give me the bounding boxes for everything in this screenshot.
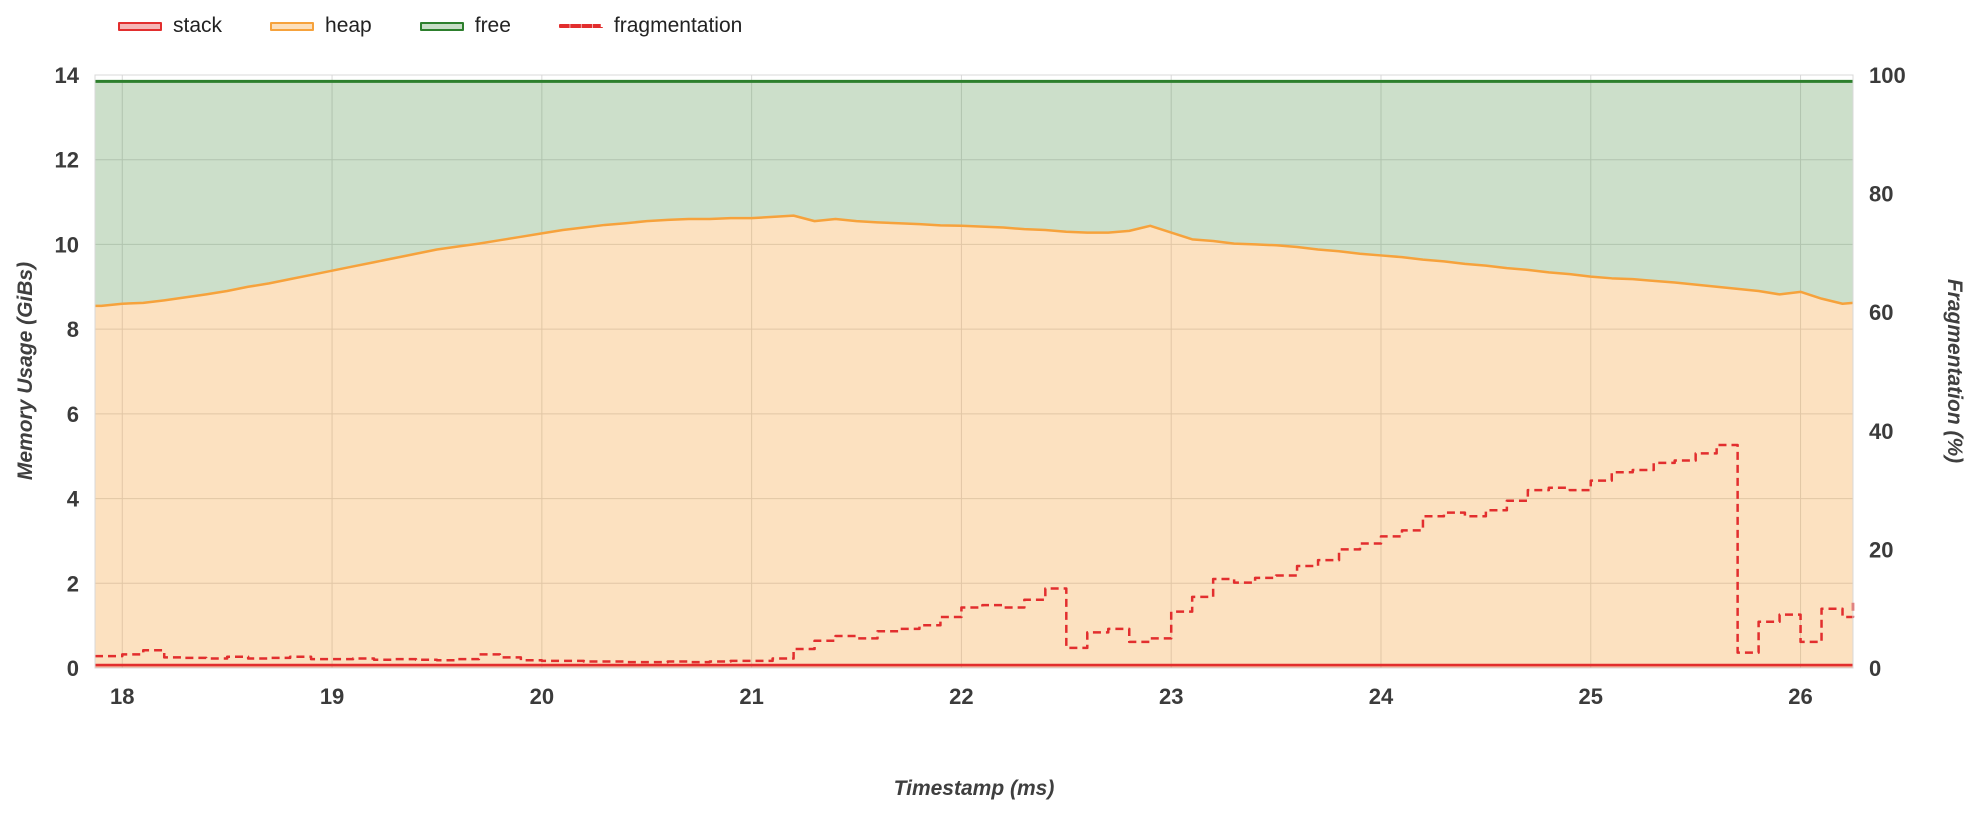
x-tick-label: 22: [949, 684, 973, 709]
heap-swatch: [270, 21, 315, 31]
x-tick-label: 19: [320, 684, 344, 709]
y-left-tick-label: 10: [55, 232, 79, 257]
x-tick-label: 23: [1159, 684, 1183, 709]
legend-item-fragmentation[interactable]: fragmentation: [558, 14, 743, 38]
y-left-tick-label: 12: [55, 148, 79, 173]
x-tick-label: 26: [1788, 684, 1812, 709]
y-right-tick-label: 20: [1869, 537, 1893, 562]
legend-label-free: free: [474, 14, 511, 37]
x-tick-label: 20: [530, 684, 554, 709]
x-tick-label: 24: [1369, 684, 1394, 709]
y-left-tick-label: 2: [67, 571, 79, 596]
y-right-tick-label: 0: [1869, 656, 1881, 681]
fragmentation-swatch: [558, 24, 603, 28]
x-tick-label: 21: [739, 684, 763, 709]
y-left-tick-label: 0: [67, 656, 79, 681]
y-left-tick-label: 8: [67, 317, 79, 342]
legend-item-heap[interactable]: heap: [270, 14, 372, 38]
heap-line: [95, 214, 1854, 308]
y-right-tick-label: 100: [1869, 63, 1906, 88]
y-left-tick-label: 4: [67, 487, 80, 512]
stack-area: [95, 665, 1853, 668]
legend-label-stack: stack: [173, 14, 223, 37]
y-right-tick-label: 40: [1869, 419, 1893, 444]
chart-legend: stack heap free fragmentation: [118, 14, 742, 38]
y-right-tick-label: 60: [1869, 300, 1893, 325]
y-left-tick-label: 14: [55, 63, 80, 88]
stack-swatch: [118, 21, 162, 31]
legend-label-fragmentation: fragmentation: [613, 14, 743, 37]
free-swatch: [419, 21, 464, 31]
legend-label-heap: heap: [325, 14, 372, 37]
y-right-tick-label: 80: [1869, 182, 1893, 207]
legend-item-stack[interactable]: stack: [118, 14, 222, 38]
legend-item-free[interactable]: free: [419, 14, 511, 38]
heap-area: [95, 215, 1853, 668]
plot-border: [94, 74, 1854, 669]
free-area: [95, 81, 1853, 306]
y-left-tick-label: 6: [67, 402, 79, 427]
x-tick-label: 25: [1579, 684, 1603, 709]
x-tick-label: 18: [110, 684, 134, 709]
fragmentation-line: [95, 443, 1855, 664]
